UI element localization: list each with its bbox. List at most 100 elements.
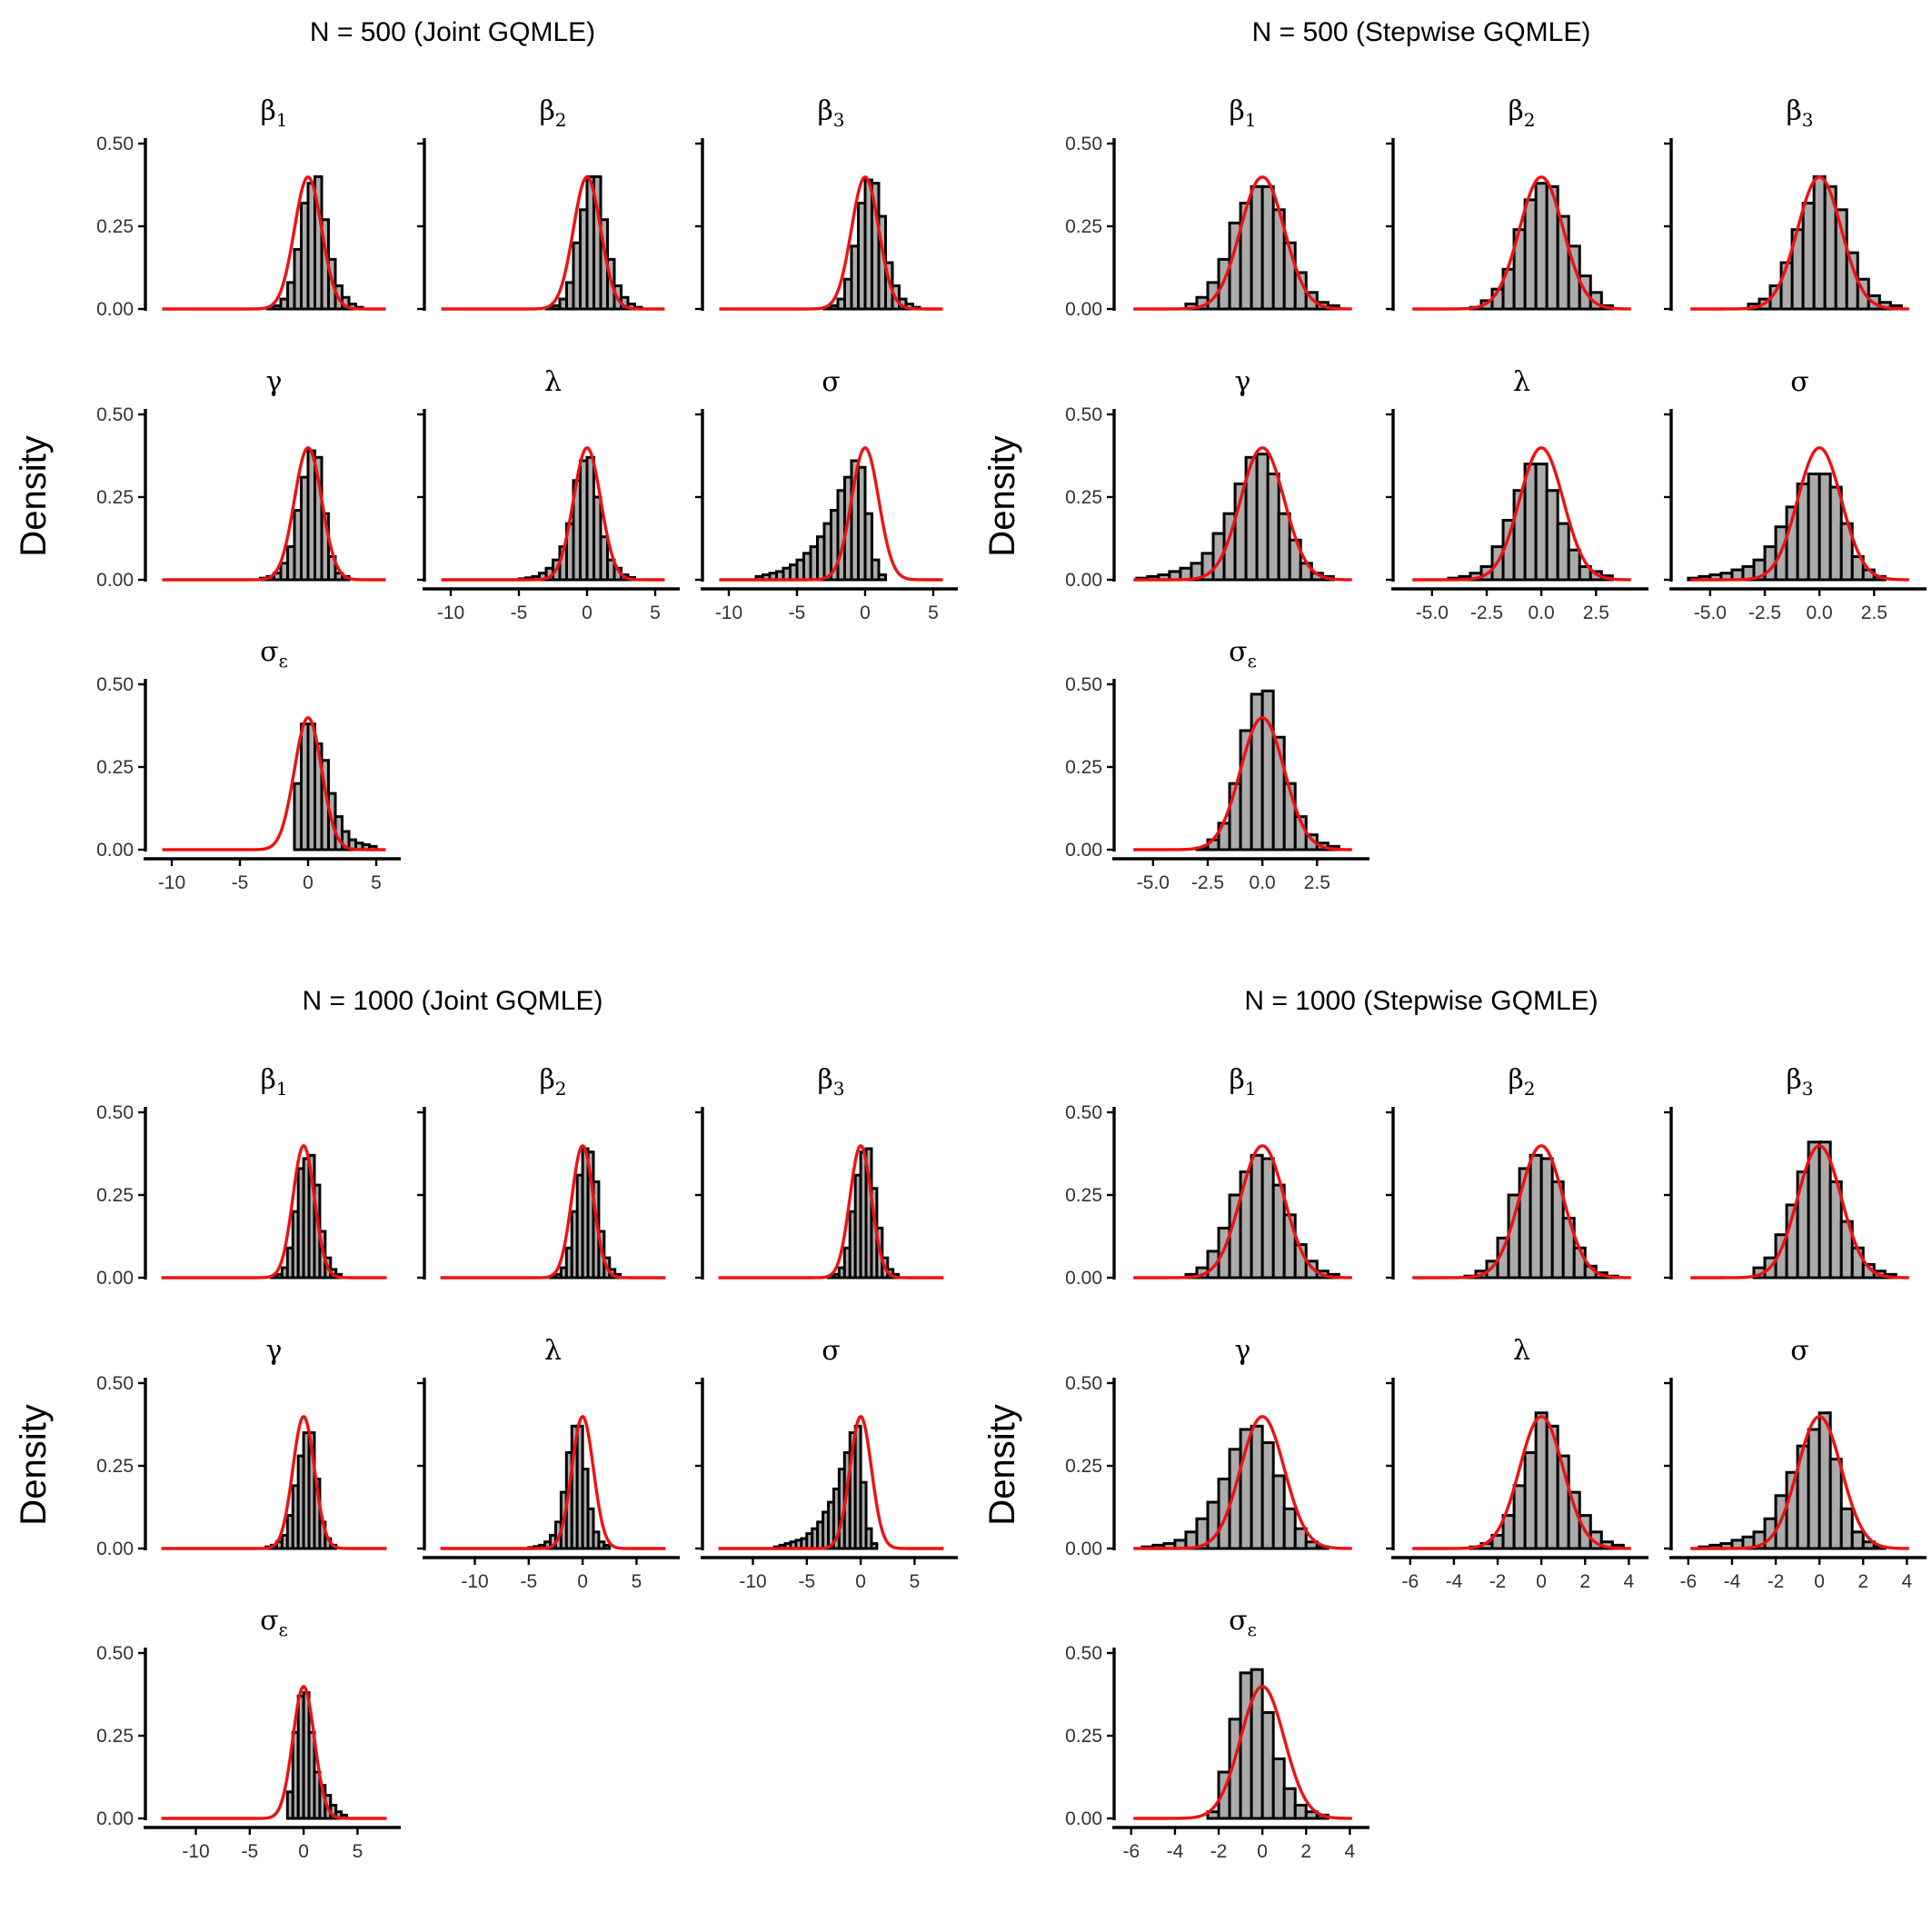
x-tick-label: -5.0 [1137, 872, 1170, 893]
x-tick-label: 2.5 [1861, 603, 1887, 623]
strip-symbol: β [1508, 95, 1523, 127]
panel-strip-label: σε [260, 1605, 288, 1640]
panel-strip-label: β1 [1229, 1064, 1256, 1100]
histogram-bar [1260, 1157, 1275, 1280]
histogram-bar [1518, 1167, 1532, 1280]
x-tick-label: -5 [798, 1571, 815, 1592]
panel: λ -6 -4 -2 0 2 4 [1386, 1335, 1648, 1592]
x-tick-label: -4 [1446, 1571, 1463, 1592]
x-tick-label: -2.5 [1191, 872, 1224, 893]
panel-strip-label: β2 [539, 95, 566, 131]
histogram-bar [1260, 1441, 1275, 1550]
panel-strip-label: γ [266, 366, 283, 398]
x-tick-label: 5 [632, 1571, 642, 1592]
panel-strip-label: σε [1229, 1605, 1257, 1640]
panel-strip-label: σ [1790, 366, 1808, 398]
x-tick-label: 0 [577, 1571, 588, 1592]
histogram-bar [1250, 1424, 1264, 1550]
normal-density-curve [719, 175, 943, 311]
histogram-bar [1293, 1527, 1308, 1550]
panel: β3 [1664, 95, 1909, 311]
normal-density-curve [162, 716, 386, 851]
figure-block-3: N = 1000 (Joint GQMLE)Densityβ10.000.250… [14, 986, 958, 1862]
x-tick-label: -5 [232, 872, 249, 893]
panel: λ -10 -5 0 5 [417, 366, 680, 623]
normal-density-curve [1412, 446, 1631, 582]
strip-symbol: β [539, 95, 554, 127]
panel-strip-label: σε [260, 636, 288, 672]
strip-symbol: β [1229, 95, 1244, 127]
x-tick-label: 4 [1624, 1571, 1635, 1592]
panel-strip-label: σ [1790, 1335, 1808, 1367]
histogram-bar [1239, 1671, 1253, 1820]
y-tick-label: 0.00 [1065, 570, 1102, 591]
panel: γ 0.00 0.25 0.50 [96, 366, 386, 591]
y-tick-label: 0.50 [1065, 1643, 1102, 1664]
strip-subscript: ε [279, 650, 288, 672]
panel: γ 0.00 0.25 0.50 [1065, 1335, 1352, 1559]
strip-symbol: β [260, 95, 275, 127]
x-tick-label: 0 [1536, 1571, 1547, 1592]
x-tick-label: 2.5 [1304, 872, 1330, 893]
panel-strip-label: γ [266, 1335, 283, 1367]
strip-symbol: σ [822, 1335, 840, 1367]
y-tick-label: 0.50 [96, 1102, 134, 1123]
histogram-bar [871, 558, 881, 582]
histogram-bar [599, 535, 609, 582]
y-tick-label: 0.25 [1065, 1726, 1102, 1747]
normal-density-curve [440, 1414, 666, 1550]
block-title: N = 500 (Stepwise GQMLE) [1252, 17, 1591, 47]
normal-density-curve [1690, 175, 1909, 311]
strip-subscript: 3 [833, 1078, 845, 1100]
histogram-bar [1817, 473, 1832, 582]
strip-subscript: 1 [1245, 109, 1257, 131]
panel-strip-label: β2 [1508, 1064, 1535, 1100]
histogram-bar [1523, 463, 1538, 582]
normal-density-curve [441, 175, 665, 311]
y-tick-label: 0.25 [96, 1456, 134, 1477]
y-tick-label: 0.25 [1065, 487, 1102, 508]
histogram-bar [1260, 1711, 1275, 1820]
x-tick-label: 5 [353, 1841, 363, 1862]
x-tick-label: -2 [1210, 1841, 1228, 1862]
strip-symbol: β [260, 1064, 275, 1096]
strip-symbol: γ [266, 366, 283, 398]
x-tick-label: -5.0 [1416, 603, 1449, 623]
strip-symbol: λ [1513, 1335, 1530, 1367]
histogram-bar [1282, 1787, 1297, 1820]
normal-density-curve [718, 1414, 944, 1550]
strip-symbol: β [817, 95, 832, 127]
panel-strip-label: β1 [260, 95, 287, 131]
block-title: N = 500 (Joint GQMLE) [310, 17, 595, 47]
panel: λ -10 -5 0 5 [417, 1335, 680, 1592]
x-tick-label: -2 [1489, 1571, 1507, 1592]
strip-subscript: ε [1248, 650, 1257, 672]
normal-density-curve [1412, 175, 1631, 311]
y-tick-label: 0.00 [1065, 840, 1102, 861]
x-tick-label: 0.0 [1807, 603, 1833, 623]
histogram-bar [1260, 689, 1275, 851]
strip-symbol: σ [1229, 636, 1247, 668]
x-tick-label: -5 [520, 1571, 537, 1592]
y-tick-label: 0.50 [96, 134, 134, 154]
y-axis-label: Density [982, 1404, 1022, 1525]
normal-density-curve [441, 446, 665, 582]
strip-subscript: 2 [1524, 1078, 1536, 1100]
x-tick-label: 0 [1257, 1841, 1268, 1862]
panel: σε 0.00 0.25 0.50 -5.0 -2.5 0.0 2.5 [1065, 636, 1369, 893]
histogram-bar [1828, 485, 1843, 582]
histogram-bar [1567, 548, 1581, 582]
x-tick-label: -10 [715, 603, 742, 623]
x-tick-label: -10 [158, 872, 185, 893]
y-tick-label: 0.00 [96, 1539, 134, 1559]
x-tick-label: -6 [1122, 1841, 1140, 1862]
x-tick-label: -10 [461, 1571, 488, 1592]
panel: β2 [1386, 95, 1631, 311]
strip-symbol: β [539, 1064, 554, 1096]
x-tick-label: 4 [1345, 1841, 1356, 1862]
panel: β2 [1386, 1064, 1631, 1280]
histogram-bar [1861, 1540, 1876, 1550]
histogram-bar [1812, 174, 1827, 311]
y-tick-label: 0.25 [96, 757, 134, 778]
